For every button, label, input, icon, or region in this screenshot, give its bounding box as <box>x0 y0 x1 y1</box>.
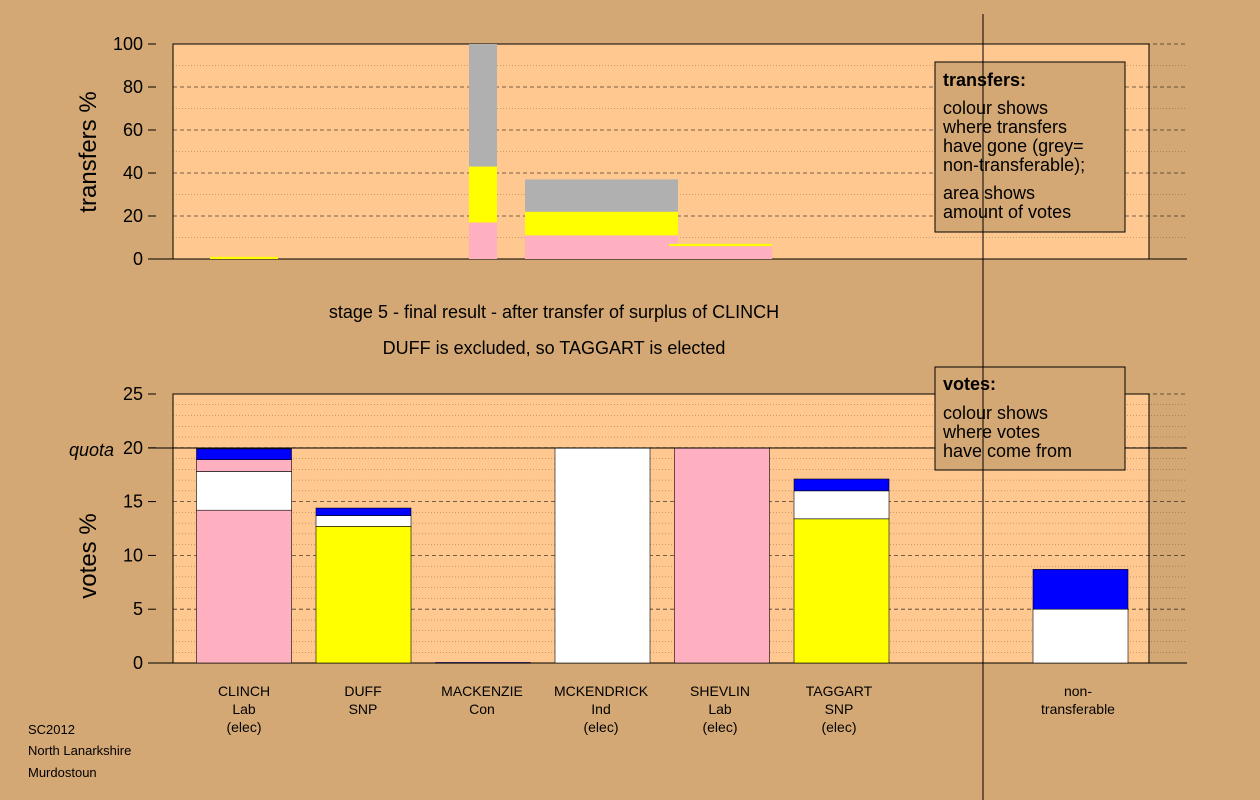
footer-year: SC2012 <box>28 722 75 737</box>
bar-segment-snp <box>525 211 678 236</box>
candidate-status: (elec) <box>583 719 618 735</box>
votes-legend-title: votes: <box>943 374 996 394</box>
bar-segment-lab <box>196 459 292 472</box>
votes-axis-title: votes % <box>75 513 102 598</box>
y-tick-label: 100 <box>113 34 143 54</box>
candidate-party: Ind <box>591 701 610 717</box>
y-tick-label: 80 <box>123 77 143 97</box>
bar-segment-con <box>435 662 531 664</box>
candidate-name: MACKENZIE <box>441 683 523 699</box>
y-tick-label: 20 <box>123 206 143 226</box>
bar-segment-lab <box>525 235 678 259</box>
y-tick-label: 0 <box>133 653 143 673</box>
candidate-party: Lab <box>708 701 732 717</box>
candidate-status: (elec) <box>702 719 737 735</box>
y-tick-label: 5 <box>133 599 143 619</box>
bar-segment-lab <box>674 447 770 664</box>
bar-segment-lab <box>669 246 772 259</box>
bar-segment-snp <box>469 166 497 223</box>
bar-segment-ind <box>1032 608 1129 664</box>
votes-legend: votes: colour shows where votes have com… <box>934 366 1126 471</box>
y-tick-label: 25 <box>123 384 143 404</box>
transfers-gridlines <box>148 43 1187 260</box>
bar-segment-nontransferable <box>525 179 678 212</box>
transfers-axis-title: transfers % <box>75 91 102 212</box>
bar-segment-snp <box>669 243 772 247</box>
bar-segment-ind <box>793 490 890 520</box>
votes-bars <box>196 447 1129 664</box>
candidate-labels: CLINCH Lab (elec) DUFF SNP MACKENZIE Con… <box>218 683 1115 735</box>
footer-info: SC2012 North Lanarkshire Murdostoun <box>28 722 131 780</box>
bar-segment-lab <box>196 509 292 664</box>
transfers-legend-title: transfers: <box>943 70 1026 90</box>
bar-segment-ind <box>196 471 292 511</box>
votes-legend-line: have come from <box>943 441 1072 461</box>
candidate-status: (elec) <box>226 719 261 735</box>
bar-segment-ind <box>554 447 651 664</box>
bar-segment-ind <box>315 515 412 527</box>
y-tick-label: 60 <box>123 120 143 140</box>
votes-legend-line: where votes <box>942 422 1040 442</box>
bar-segment-con <box>1032 569 1129 610</box>
transfers-legend: transfers: colour shows where transfers … <box>934 61 1126 233</box>
quota-label: quota <box>69 440 114 460</box>
candidate-name: SHEVLIN <box>690 683 750 699</box>
y-tick-label: 15 <box>123 492 143 512</box>
transfers-legend-line: colour shows <box>943 98 1048 118</box>
bar-segment-snp <box>315 526 412 664</box>
y-tick-label: 10 <box>123 545 143 565</box>
bar-segment-con <box>315 507 412 516</box>
stage-result: DUFF is excluded, so TAGGART is elected <box>383 338 726 358</box>
candidate-name: DUFF <box>344 683 381 699</box>
candidate-party: Con <box>469 701 495 717</box>
transfers-legend-line: have gone (grey= <box>943 136 1084 156</box>
bar-segment-nontransferable <box>469 44 497 167</box>
bar-segment-lab <box>469 222 497 259</box>
votes-tick-labels: 0 5 10 15 20 25 <box>123 384 156 673</box>
y-tick-label: 0 <box>133 249 143 269</box>
transfers-legend-line: amount of votes <box>943 202 1071 222</box>
y-tick-label: 20 <box>123 438 143 458</box>
candidate-name: CLINCH <box>218 683 270 699</box>
transfers-legend-line: non-transferable); <box>943 155 1085 175</box>
candidate-party: SNP <box>349 701 378 717</box>
candidate-name: non- <box>1064 683 1092 699</box>
candidate-party: SNP <box>825 701 854 717</box>
transfers-bars <box>210 44 772 259</box>
candidate-party: Lab <box>232 701 256 717</box>
bar-segment-con <box>793 478 890 492</box>
bar-segment-snp <box>793 518 890 664</box>
stage-title: stage 5 - final result - after transfer … <box>329 302 779 322</box>
candidate-name: TAGGART <box>806 683 873 699</box>
footer-council: North Lanarkshire <box>28 743 131 758</box>
footer-ward: Murdostoun <box>28 765 97 780</box>
candidate-status: (elec) <box>821 719 856 735</box>
y-tick-label: 40 <box>123 163 143 183</box>
transfers-legend-line: area shows <box>943 183 1035 203</box>
bar-segment-con <box>196 448 292 460</box>
transfers-tick-labels: 0 20 40 60 80 100 <box>113 34 156 269</box>
candidate-party: transferable <box>1041 701 1115 717</box>
candidate-name: MCKENDRICK <box>554 683 649 699</box>
bar-segment-snp <box>210 256 278 259</box>
transfers-legend-line: where transfers <box>942 117 1067 137</box>
votes-legend-line: colour shows <box>943 403 1048 423</box>
